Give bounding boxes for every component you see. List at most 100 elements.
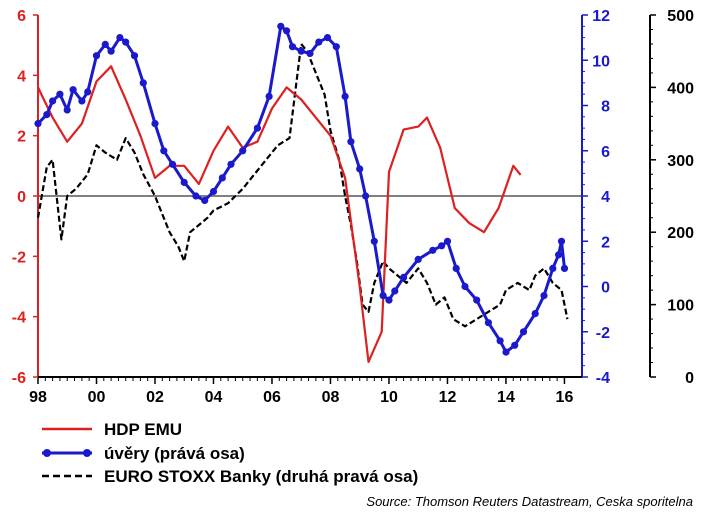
series-point-uvery — [69, 86, 77, 94]
series-line-uvery — [36, 24, 566, 354]
series-point-uvery — [549, 264, 557, 272]
left-tick-label: 2 — [17, 129, 26, 146]
series-point-uvery — [557, 237, 566, 245]
series-point-uvery — [78, 97, 86, 105]
series-point-uvery — [511, 341, 519, 349]
series-point-uvery — [496, 337, 504, 345]
series-point-uvery — [379, 292, 387, 300]
series-point-uvery — [531, 310, 539, 318]
right1-tick-label: 10 — [592, 53, 610, 70]
x-tick-label: 02 — [146, 389, 164, 406]
left-tick-label: 0 — [17, 189, 26, 206]
series-point-uvery — [414, 255, 422, 263]
series-point-uvery — [160, 147, 168, 155]
right1-tick-label: 6 — [601, 144, 610, 161]
series-point-uvery — [400, 273, 408, 281]
series-point-uvery — [540, 292, 548, 300]
series-point-uvery — [484, 319, 492, 327]
series-point-uvery — [473, 296, 481, 304]
series-point-uvery — [288, 43, 297, 51]
series-point-uvery — [385, 296, 393, 304]
series-point-uvery — [218, 174, 226, 182]
series-point-uvery — [362, 192, 370, 200]
right1-tick-label: 0 — [601, 280, 610, 297]
legend-item-uvery: úvěry (prává osa) — [42, 444, 245, 463]
right1-tick-label: -4 — [596, 370, 610, 387]
series-point-uvery — [209, 187, 218, 196]
series-point-uvery — [101, 40, 109, 49]
series-point-uvery — [277, 22, 285, 30]
x-tick-label: 14 — [497, 389, 515, 406]
series-layer — [34, 22, 569, 363]
series-point-uvery — [347, 138, 355, 146]
right2-tick-label: 100 — [667, 298, 694, 315]
series-point-uvery — [122, 38, 130, 46]
axes-layer — [37, 15, 651, 378]
x-tick-label: 04 — [205, 389, 223, 406]
series-point-uvery — [452, 264, 460, 272]
series-point-uvery — [253, 124, 261, 132]
series-point-uvery — [323, 34, 332, 42]
series-point-uvery — [461, 282, 469, 291]
series-point-uvery — [107, 47, 115, 55]
series-point-uvery — [315, 38, 323, 46]
legend: HDP EMU úvěry (prává osa) EURO STOXX Ban… — [42, 420, 418, 486]
series-point-uvery — [34, 120, 42, 128]
series-point-uvery — [168, 160, 177, 168]
left-tick-label: -6 — [12, 370, 26, 387]
series-point-uvery — [356, 165, 364, 173]
right1-tick-label: 12 — [592, 8, 610, 25]
right2-tick-label: 500 — [667, 8, 694, 25]
series-point-uvery — [502, 348, 510, 356]
series-point-uvery — [180, 178, 188, 186]
series-line-hdp — [37, 65, 522, 363]
series-point-uvery — [116, 34, 124, 42]
legend-item-hdp: HDP EMU — [42, 420, 182, 439]
series-point-uvery — [63, 106, 71, 114]
right1-tick-label: 2 — [601, 234, 610, 251]
series-point-uvery — [265, 92, 273, 100]
series-point-uvery — [519, 328, 528, 336]
x-tick-label: 08 — [322, 389, 340, 406]
series-point-uvery — [429, 246, 437, 254]
series-point-uvery — [56, 90, 64, 98]
x-tick-label: 10 — [380, 389, 398, 406]
x-tick-label: 00 — [88, 389, 106, 406]
legend-label-hdp: HDP EMU — [104, 420, 182, 439]
legend-label-uvery: úvěry (prává osa) — [104, 444, 245, 463]
left-tick-label: 4 — [17, 68, 26, 85]
series-point-uvery — [297, 47, 305, 55]
series-point-uvery — [84, 88, 92, 96]
series-point-uvery — [151, 120, 159, 128]
series-point-uvery — [227, 160, 235, 168]
series-point-uvery — [443, 237, 452, 245]
series-point-uvery — [555, 251, 563, 259]
series-point-uvery — [438, 242, 446, 250]
right1-tick-label: 4 — [601, 189, 610, 206]
series-point-uvery — [306, 49, 314, 58]
left-tick-label: -4 — [12, 310, 26, 327]
x-tick-label: 06 — [263, 389, 281, 406]
series-point-uvery — [370, 237, 378, 245]
series-point-uvery — [49, 97, 57, 105]
series-point-uvery — [92, 52, 101, 60]
left-tick-label: -2 — [12, 249, 26, 266]
series-point-uvery — [201, 196, 209, 205]
source-note: Source: Thomson Reuters Datastream, Cesk… — [366, 494, 693, 509]
right2-tick-label: 300 — [667, 153, 694, 170]
right2-tick-label: 400 — [667, 80, 694, 97]
ticks-layer: 98 00 02 04 06 08 10 12 14 16-6-4-20246-4-2024681… — [12, 8, 694, 406]
series-point-uvery — [43, 111, 51, 119]
right1-tick-label: -2 — [596, 325, 610, 342]
right2-tick-label: 200 — [667, 225, 694, 242]
x-tick-label: 16 — [556, 389, 574, 406]
series-point-uvery — [139, 79, 147, 87]
series-point-uvery — [341, 92, 349, 100]
legend-item-stoxx: EURO STOXX Banky (druhá pravá osa) — [42, 467, 418, 486]
right2-tick-label: 0 — [685, 370, 694, 387]
left-tick-label: 6 — [17, 8, 26, 25]
series-point-uvery — [283, 27, 291, 35]
series-point-uvery — [391, 287, 399, 295]
legend-marker-uvery-2 — [83, 449, 91, 457]
